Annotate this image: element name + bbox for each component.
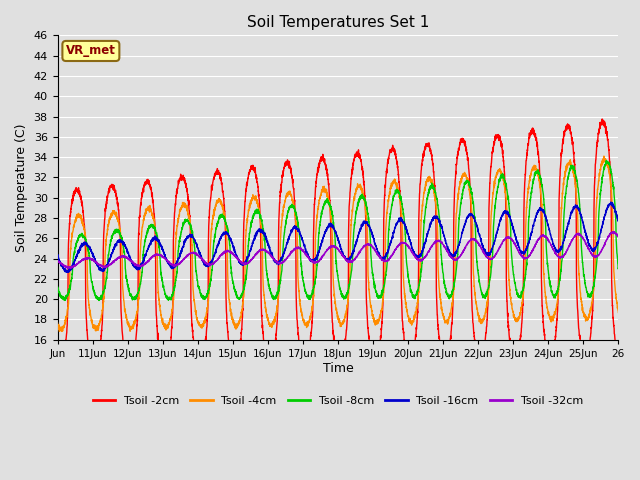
- Text: VR_met: VR_met: [66, 45, 116, 58]
- Y-axis label: Soil Temperature (C): Soil Temperature (C): [15, 123, 28, 252]
- Legend: Tsoil -2cm, Tsoil -4cm, Tsoil -8cm, Tsoil -16cm, Tsoil -32cm: Tsoil -2cm, Tsoil -4cm, Tsoil -8cm, Tsoi…: [88, 391, 588, 410]
- Title: Soil Temperatures Set 1: Soil Temperatures Set 1: [247, 15, 429, 30]
- X-axis label: Time: Time: [323, 361, 353, 374]
